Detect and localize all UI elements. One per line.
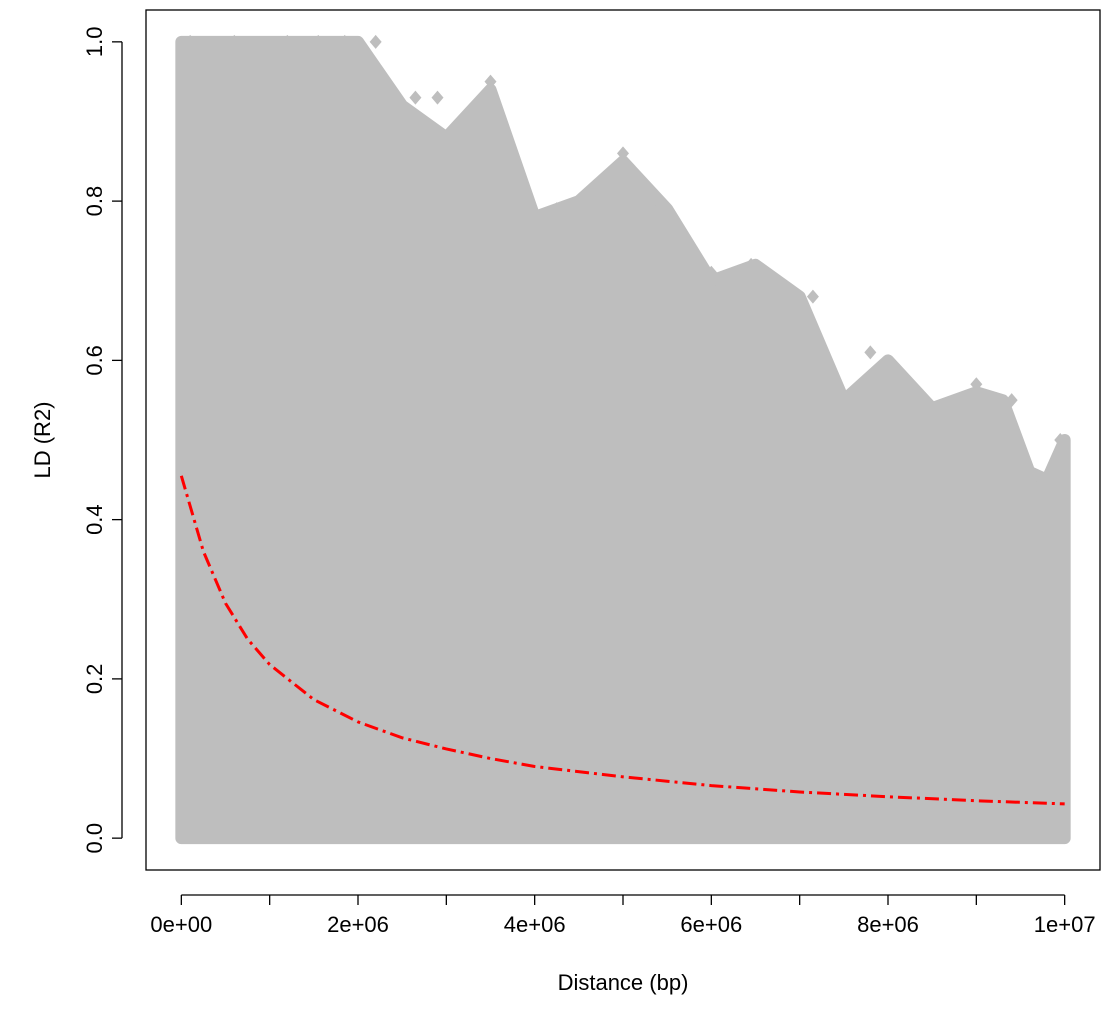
scatter-point [988,409,1000,424]
y-axis-title: LD (R2) [30,401,55,478]
fit-line-layer [179,475,1065,806]
scatter-point-cloud [175,35,1071,845]
scatter-point [864,345,877,360]
scatter-point [590,186,603,201]
scatter-point [369,34,382,49]
scatter-point [409,90,422,105]
y-tick-label: 1.0 [82,27,107,58]
y-tick-label: 0.2 [82,664,107,695]
scatter-point [312,34,325,49]
scatter-point [705,265,718,280]
scatter-point [890,377,903,392]
scatter-point [484,74,497,89]
scatter-point [617,146,629,161]
scatter-point [829,385,841,400]
x-tick-label: 8e+06 [857,912,919,937]
scatter-point [515,186,528,201]
x-axis: 0e+00 2e+06 4e+06 6e+06 8e+06 1e+07 [150,894,1096,937]
x-axis-title: Distance (bp) [558,970,689,995]
scatter-point [926,409,939,424]
scatter-point [550,202,563,217]
scatter-point [453,130,466,145]
x-tick-label: 1e+07 [1034,912,1096,937]
scatter-point [1054,433,1067,447]
scatter-point [683,281,696,296]
scatter-point [745,257,758,272]
fit-line [179,475,1065,806]
scatter-points [175,34,1071,845]
scatter-point [431,90,444,105]
y-axis: 0.0 0.2 0.4 0.6 0.8 1.0 [82,27,123,854]
plot-frame [145,9,1101,871]
y-tick-label: 0.0 [82,823,107,854]
scatter-point [970,377,983,392]
scatter-point [184,34,197,49]
x-tick-label: 6e+06 [680,912,742,937]
scatter-point [767,313,780,328]
scatter-point [281,34,294,49]
scatter-point [1005,393,1018,408]
y-tick-label: 0.4 [82,504,107,535]
x-tick-label: 4e+06 [504,912,566,937]
scatter-point [502,154,515,169]
scatter-point [952,409,965,424]
scatter-point [1023,464,1036,479]
scatter-point [1041,472,1053,487]
scatter-point [793,289,806,304]
y-tick-label: 0.6 [82,345,107,376]
scatter-point [228,34,241,49]
x-tick-label: 0e+00 [150,912,212,937]
scatter-point [387,90,400,105]
y-tick-label: 0.8 [82,186,107,217]
scatter-point [634,178,647,193]
scatter-point [338,34,351,49]
scatter-point [661,202,674,217]
x-tick-label: 2e+06 [327,912,389,937]
scatter-point [806,289,819,304]
